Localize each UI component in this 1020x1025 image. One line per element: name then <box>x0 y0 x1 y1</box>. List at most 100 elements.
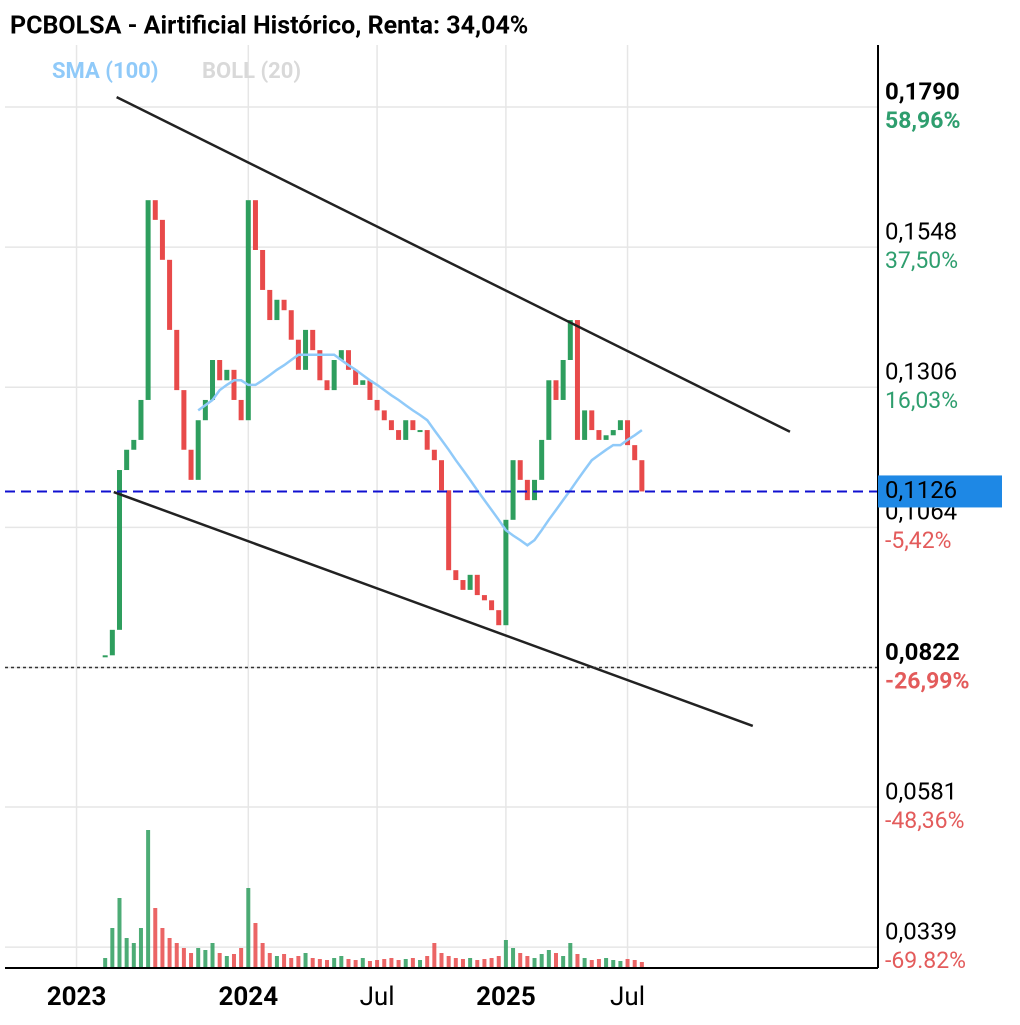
volume-bar <box>410 958 415 968</box>
candle <box>159 219 165 260</box>
volume-bar <box>153 908 158 968</box>
y2-tick-label: -69.82% <box>885 947 966 974</box>
volume-bar <box>396 960 401 968</box>
volume-bar <box>511 948 516 968</box>
candle <box>496 610 502 626</box>
candle <box>195 420 201 480</box>
volume-bar <box>196 948 201 968</box>
volume-bar <box>382 959 387 968</box>
candle <box>431 449 437 461</box>
volume-bar <box>167 938 172 968</box>
candle <box>582 410 588 440</box>
candle <box>145 200 151 400</box>
volume-bar <box>160 928 165 968</box>
volume-bar <box>389 958 394 968</box>
volume-bar <box>217 953 222 968</box>
volume-bar <box>325 960 330 968</box>
candle <box>567 320 573 361</box>
candle <box>260 249 266 290</box>
candle <box>138 399 144 440</box>
volume-bar <box>117 898 122 968</box>
candle <box>231 369 237 400</box>
candle <box>510 460 516 520</box>
volume-bar <box>239 948 244 968</box>
volume-bar <box>310 958 315 968</box>
volume-bar <box>618 961 623 968</box>
candle <box>439 460 444 491</box>
candle <box>453 570 459 581</box>
candle <box>574 320 580 440</box>
volume-bar <box>403 959 408 968</box>
volume-bar <box>138 928 143 968</box>
title-bar <box>5 5 878 45</box>
x-tick-label: Jul <box>610 982 645 1012</box>
volume-bar <box>532 958 537 968</box>
candle <box>188 449 194 480</box>
y2-tick-label: 58,96% <box>885 107 960 134</box>
trendline <box>116 95 791 433</box>
candle <box>617 420 623 431</box>
volume-bar <box>582 958 587 968</box>
candle <box>109 629 115 656</box>
volume-bar <box>367 961 372 968</box>
volume-bar <box>224 956 229 968</box>
volume-bar <box>303 953 308 968</box>
candle <box>603 435 609 440</box>
candle <box>410 420 416 431</box>
candle <box>610 430 616 436</box>
volume-bar <box>482 959 487 968</box>
candle <box>324 380 330 391</box>
candle <box>489 600 495 611</box>
volume-bar <box>453 958 458 968</box>
volume-bar <box>460 959 465 968</box>
volume-bar <box>296 956 301 968</box>
candle <box>553 380 559 400</box>
y-tick-label: 0,0339 <box>885 917 957 945</box>
candle <box>102 655 108 658</box>
candle <box>345 350 351 370</box>
candle <box>331 360 337 391</box>
marks <box>5 95 878 968</box>
candle <box>210 360 216 400</box>
last-price-box <box>878 475 1002 508</box>
candle <box>388 420 394 431</box>
candle <box>539 439 545 480</box>
volume-bar <box>360 958 365 968</box>
legend-boll: BOLL (20) <box>202 59 301 84</box>
volume-bar <box>210 943 215 968</box>
candle <box>446 490 452 571</box>
volume-bar <box>489 958 494 968</box>
candle <box>532 479 538 501</box>
legend-sma: SMA (100) <box>52 59 159 84</box>
candle <box>367 380 373 400</box>
volume-bar <box>418 960 423 968</box>
candle <box>625 420 631 446</box>
candle <box>517 460 523 480</box>
y2-tick-label: 37,50% <box>885 247 958 274</box>
candle <box>338 350 344 361</box>
volume-bar <box>425 956 430 968</box>
candle <box>524 479 530 501</box>
volume-bar <box>525 956 530 968</box>
volume-bar <box>289 958 294 968</box>
candle <box>589 410 595 431</box>
candle <box>503 519 509 626</box>
volume-bar <box>253 923 258 968</box>
volume-bar <box>124 938 129 968</box>
volume-bar <box>346 959 351 968</box>
candle <box>288 310 294 340</box>
volume-bar <box>181 948 186 968</box>
volume-bar <box>353 960 358 968</box>
candle <box>167 259 173 330</box>
x-tick-label: 2023 <box>47 982 107 1012</box>
candle <box>460 580 466 590</box>
candle <box>481 595 487 601</box>
trendline <box>113 490 754 728</box>
volume-bar <box>475 960 480 968</box>
last-price-label: 0,1126 <box>885 476 957 504</box>
y-tick-label: 0,1548 <box>885 217 957 245</box>
candle <box>224 369 230 381</box>
chart-title: PCBOLSA - Airtificial Histórico, Renta: … <box>10 12 528 41</box>
volume-bar <box>589 960 594 968</box>
